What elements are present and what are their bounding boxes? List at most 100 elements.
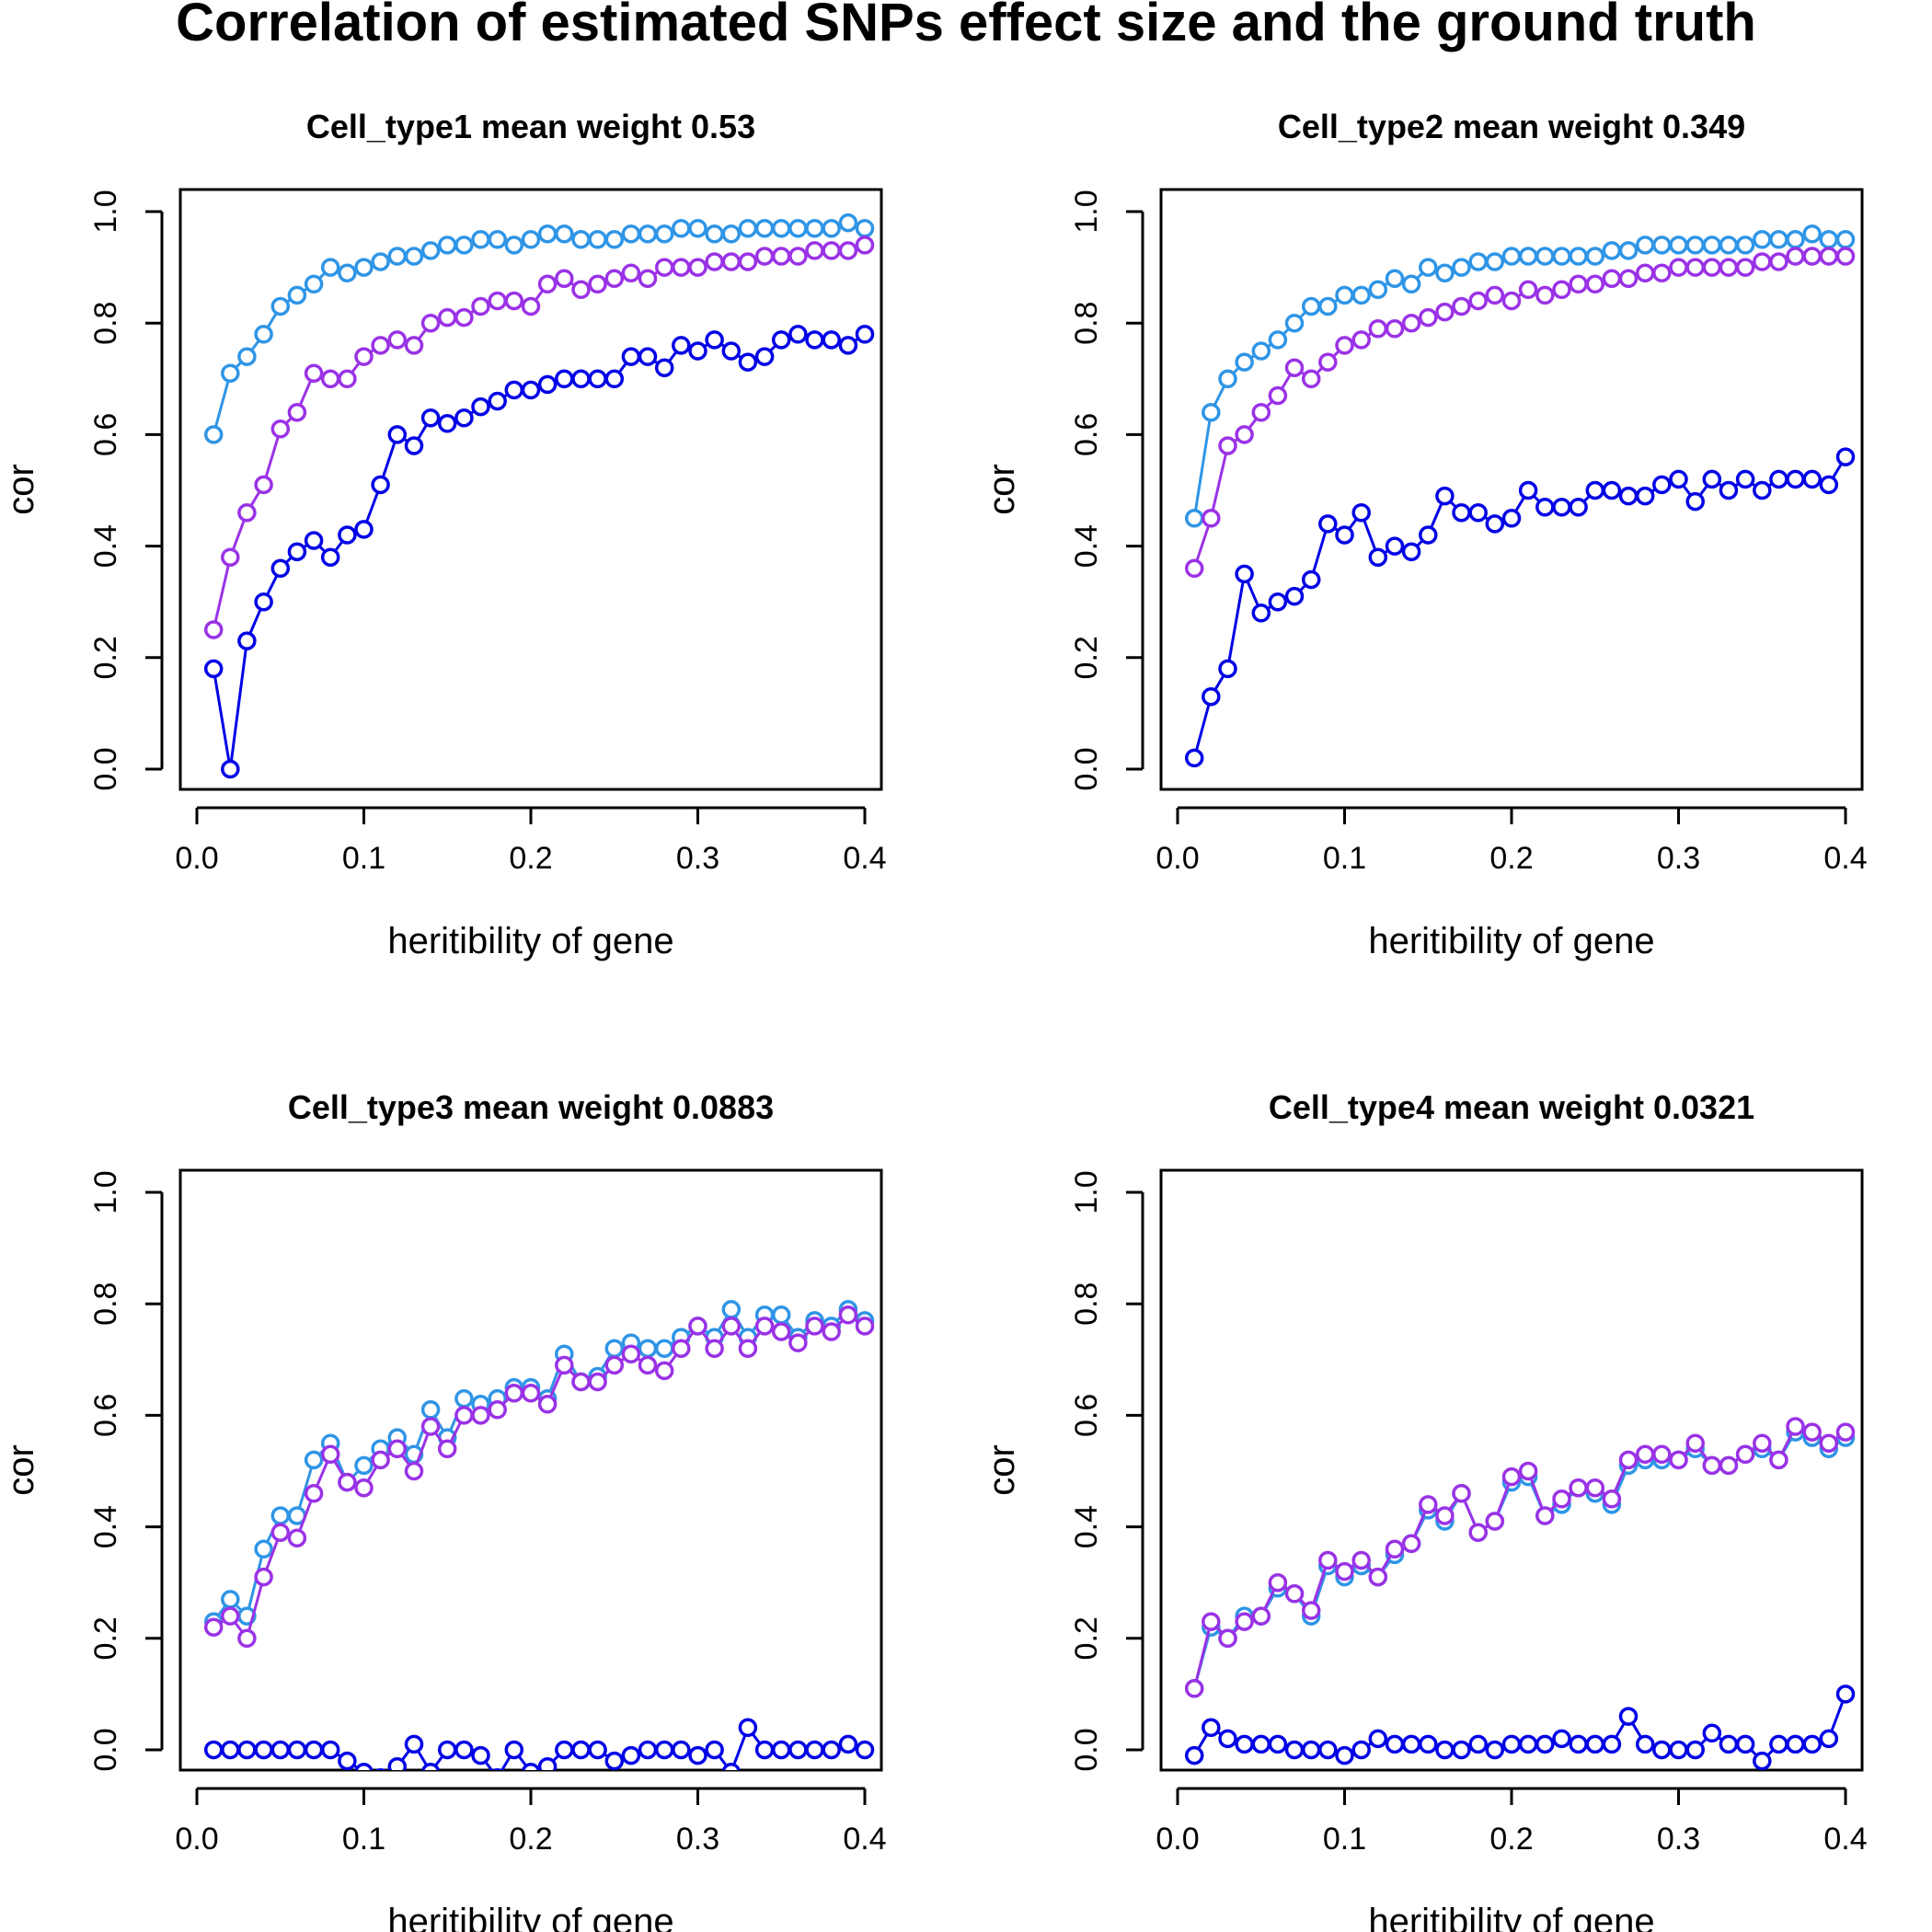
data-point (1419, 525, 1438, 545)
data-point (1769, 230, 1788, 249)
data-point (1251, 1606, 1271, 1626)
data-point (688, 1745, 707, 1765)
data-point (1501, 1734, 1522, 1754)
data-point (654, 258, 674, 277)
data-point (805, 1740, 824, 1760)
data-point (1268, 592, 1288, 612)
data-point (638, 1339, 658, 1358)
data-point (1435, 302, 1455, 322)
data-point (771, 1322, 791, 1341)
data-point (221, 363, 240, 383)
data-point (504, 380, 524, 400)
x-axis-label: heritibility of gene (387, 921, 673, 961)
data-point (1218, 1729, 1237, 1749)
data-point (771, 218, 791, 238)
data-point (1485, 1512, 1505, 1531)
x-tick-label: 0.3 (676, 841, 719, 876)
data-point (638, 269, 658, 288)
data-point (1301, 1601, 1321, 1620)
data-point (1602, 1489, 1622, 1509)
data-point (1802, 1422, 1822, 1442)
data-point (1769, 469, 1788, 489)
data-point (1719, 236, 1739, 255)
data-point (287, 285, 307, 305)
y-tick-label: 0.2 (88, 1616, 123, 1660)
data-point (672, 1339, 691, 1358)
data-point (1719, 1734, 1739, 1754)
data-point (203, 1617, 224, 1637)
data-point (404, 436, 424, 455)
data-point (754, 1317, 775, 1336)
data-point (1368, 1567, 1388, 1587)
data-point (1753, 230, 1772, 249)
data-point (221, 547, 240, 567)
data-point (672, 258, 691, 277)
data-point (1802, 1734, 1822, 1754)
data-point (1251, 604, 1271, 623)
data-point (754, 218, 775, 238)
data-point (1685, 1433, 1705, 1453)
data-point (1235, 352, 1254, 372)
data-point (1235, 425, 1254, 444)
data-point (1251, 341, 1271, 361)
x-axis-label: heritibility of gene (1368, 921, 1654, 961)
data-point (1535, 497, 1555, 517)
data-point (1184, 1745, 1204, 1765)
data-point (1335, 525, 1354, 545)
data-point (638, 1740, 658, 1760)
data-point (1753, 1433, 1772, 1453)
data-point (1819, 475, 1839, 495)
data-point (488, 291, 507, 311)
data-point (688, 218, 707, 238)
data-point (621, 224, 641, 244)
y-tick-label: 0.6 (88, 413, 123, 456)
data-point (1184, 509, 1204, 528)
data-point (421, 1762, 441, 1770)
data-point (1184, 1679, 1204, 1698)
data-point (1501, 291, 1522, 311)
data-point (1385, 1539, 1405, 1559)
data-point (1351, 1550, 1371, 1570)
data-point (1802, 469, 1822, 489)
data-point (304, 363, 324, 383)
data-point (805, 241, 824, 260)
x-tick-label: 0.4 (843, 841, 886, 876)
data-point (537, 1756, 558, 1770)
data-point (287, 1528, 307, 1547)
data-point (203, 1740, 224, 1760)
data-point (537, 374, 558, 395)
data-point (672, 218, 691, 238)
data-point (304, 1450, 324, 1470)
x-tick-label: 0.2 (1489, 1822, 1533, 1857)
data-point (1335, 336, 1354, 355)
data-point (571, 230, 591, 249)
x-tick-label: 0.1 (342, 1822, 385, 1857)
data-point (471, 1745, 490, 1765)
data-point (504, 291, 524, 311)
data-point (1786, 1734, 1805, 1754)
data-point (1635, 1734, 1655, 1754)
data-point (491, 1768, 503, 1770)
chart-panel-1: Cell_type1 mean weight 0.53 0.0 0.1 0.2 0.3 0… (1, 108, 887, 961)
data-point (1335, 1561, 1354, 1581)
data-point (1501, 509, 1522, 528)
data-point (371, 252, 390, 271)
data-point (721, 341, 742, 361)
x-tick-label: 0.3 (1657, 1822, 1700, 1857)
data-point (571, 280, 591, 300)
data-point (1786, 247, 1805, 266)
data-point (454, 1740, 474, 1760)
data-point (1284, 313, 1305, 333)
x-axis-label: heritibility of gene (387, 1902, 673, 1932)
data-point (855, 325, 875, 344)
data-point (1301, 369, 1321, 389)
data-point (1618, 269, 1639, 288)
data-point (404, 336, 424, 355)
data-point (354, 258, 374, 277)
data-point (571, 369, 591, 389)
data-point (838, 213, 858, 233)
y-tick-label: 0.8 (1069, 1282, 1104, 1326)
y-tick-label: 0.6 (1069, 413, 1104, 456)
data-point (1419, 1734, 1438, 1754)
